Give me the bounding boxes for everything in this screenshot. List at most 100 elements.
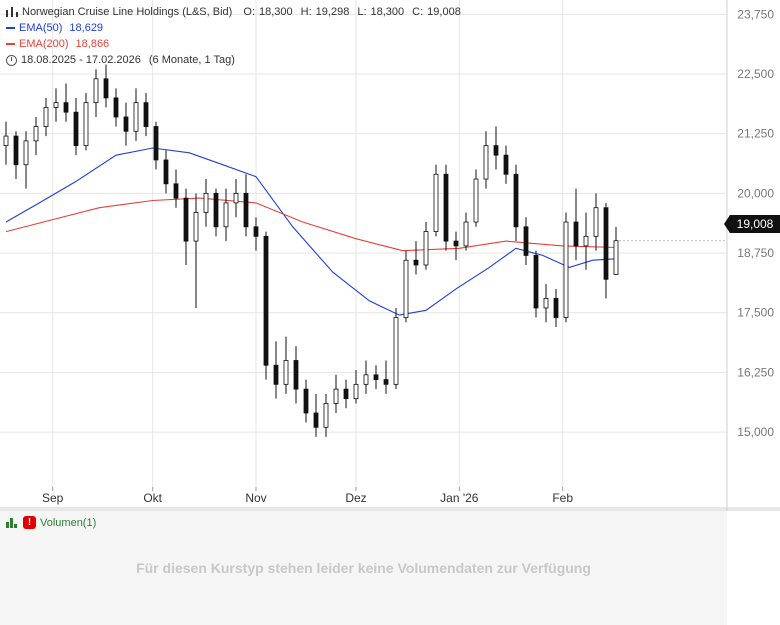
date-range: 18.08.2025 - 17.02.2026: [21, 54, 141, 66]
volume-panel: [0, 511, 727, 625]
x-tick-label: Dez: [345, 491, 366, 505]
candle-body: [493, 145, 499, 156]
candle-body: [353, 383, 359, 400]
volume-panel-title[interactable]: ! Volumen(1): [6, 516, 96, 529]
close-value: 19,008: [427, 6, 461, 18]
candle-body: [593, 207, 599, 237]
candle-body: [393, 317, 399, 385]
candle-body: [63, 102, 69, 113]
candle-body: [213, 192, 219, 228]
ema50-line: [5, 147, 617, 316]
candle-body: [53, 102, 59, 108]
ema200-line: [5, 197, 617, 252]
candle-body: [183, 197, 189, 242]
ema200-name: EMA(200): [19, 38, 69, 50]
y-tick-label: 23,750: [737, 7, 774, 21]
candle-body: [403, 259, 409, 318]
ema50-swatch: [6, 27, 15, 29]
period: (6 Monate, 1 Tag): [148, 54, 235, 66]
open-value: 18,300: [259, 6, 293, 18]
candles-group: [3, 64, 619, 437]
candle-body: [573, 221, 579, 247]
candle-body: [613, 240, 619, 275]
candle-body: [513, 173, 519, 228]
candle-body: [93, 78, 99, 104]
candle-body: [313, 412, 319, 428]
candle-body: [413, 259, 419, 266]
clock-icon: [6, 54, 17, 66]
y-tick-label: 18,750: [737, 246, 774, 260]
volume-title: Volumen(1): [40, 516, 97, 529]
y-tick-label: 17,500: [737, 306, 774, 320]
x-tick-label: Nov: [245, 491, 266, 505]
candle-body: [73, 111, 79, 147]
ema200-value: 18,866: [75, 38, 110, 50]
candle-body: [193, 212, 199, 242]
candle-body: [283, 360, 289, 385]
high-label: H:: [300, 6, 312, 18]
low-label: L:: [357, 6, 367, 18]
candle-body: [23, 140, 29, 166]
candle-body: [83, 102, 89, 147]
ema50-name: EMA(50): [19, 22, 63, 34]
candle-body: [133, 102, 139, 132]
y-tick-label: 16,250: [737, 365, 774, 379]
candle-body: [323, 403, 329, 428]
y-tick-label: 22,500: [737, 67, 774, 81]
candle-body: [143, 102, 149, 127]
candle-body: [603, 207, 609, 280]
candle-body: [543, 298, 549, 309]
candle-body: [163, 159, 169, 185]
candle-body: [153, 126, 159, 161]
x-tick-label: Jan '26: [440, 491, 479, 505]
ema200-legend[interactable]: EMA(200) 18,866: [6, 36, 113, 52]
ema50-value: 18,629: [69, 22, 104, 34]
candle-body: [263, 235, 269, 366]
candle-body: [553, 298, 559, 318]
candle-body: [293, 360, 299, 390]
x-tick-label: Sep: [42, 491, 64, 505]
candle-body: [533, 255, 539, 309]
open-label: O:: [243, 6, 256, 18]
candle-body: [523, 226, 529, 256]
candle-body: [363, 374, 369, 385]
instrument-name: Norwegian Cruise Line Holdings (L&S, Bid…: [22, 6, 233, 18]
last-price-flag: 19,008: [724, 215, 780, 233]
candle-body: [443, 173, 449, 242]
candle-body: [33, 126, 39, 142]
candle-body: [223, 202, 229, 228]
candle-body: [203, 192, 209, 213]
y-tick-label: 20,000: [737, 186, 774, 200]
candle-body: [303, 388, 309, 414]
close-label: C:: [412, 6, 424, 18]
candle-body: [273, 364, 279, 385]
x-tick-label: Feb: [552, 491, 573, 505]
y-tick-label: 21,250: [737, 127, 774, 141]
date-range-row: 18.08.2025 - 17.02.2026 (6 Monate, 1 Tag…: [6, 52, 239, 68]
candle-body: [253, 226, 259, 237]
instrument-header: Norwegian Cruise Line Holdings (L&S, Bid…: [6, 4, 465, 20]
ema200-swatch: [6, 43, 15, 45]
low-value: 18,300: [370, 6, 405, 18]
candle-body: [423, 231, 429, 266]
candle-body: [503, 154, 509, 175]
no-volume-message: Für diesen Kurstyp stehen leider keine V…: [136, 560, 591, 576]
warning-icon[interactable]: !: [23, 516, 36, 529]
candle-body: [13, 135, 19, 166]
candle-body: [343, 388, 349, 400]
candle-body: [583, 235, 589, 247]
candle-body: [233, 192, 239, 204]
ema50-legend[interactable]: EMA(50) 18,629: [6, 20, 107, 36]
candle-body: [383, 379, 389, 385]
candle-body: [113, 97, 119, 118]
candle-body: [43, 107, 49, 127]
x-tick-label: Okt: [143, 491, 162, 505]
candle-body: [373, 374, 379, 380]
candle-body: [103, 78, 109, 99]
y-tick-label: 15,000: [737, 425, 774, 439]
volume-bars-icon: [6, 517, 18, 528]
candle-body: [483, 145, 489, 180]
high-value: 19,298: [315, 6, 350, 18]
candle-body: [433, 173, 439, 232]
